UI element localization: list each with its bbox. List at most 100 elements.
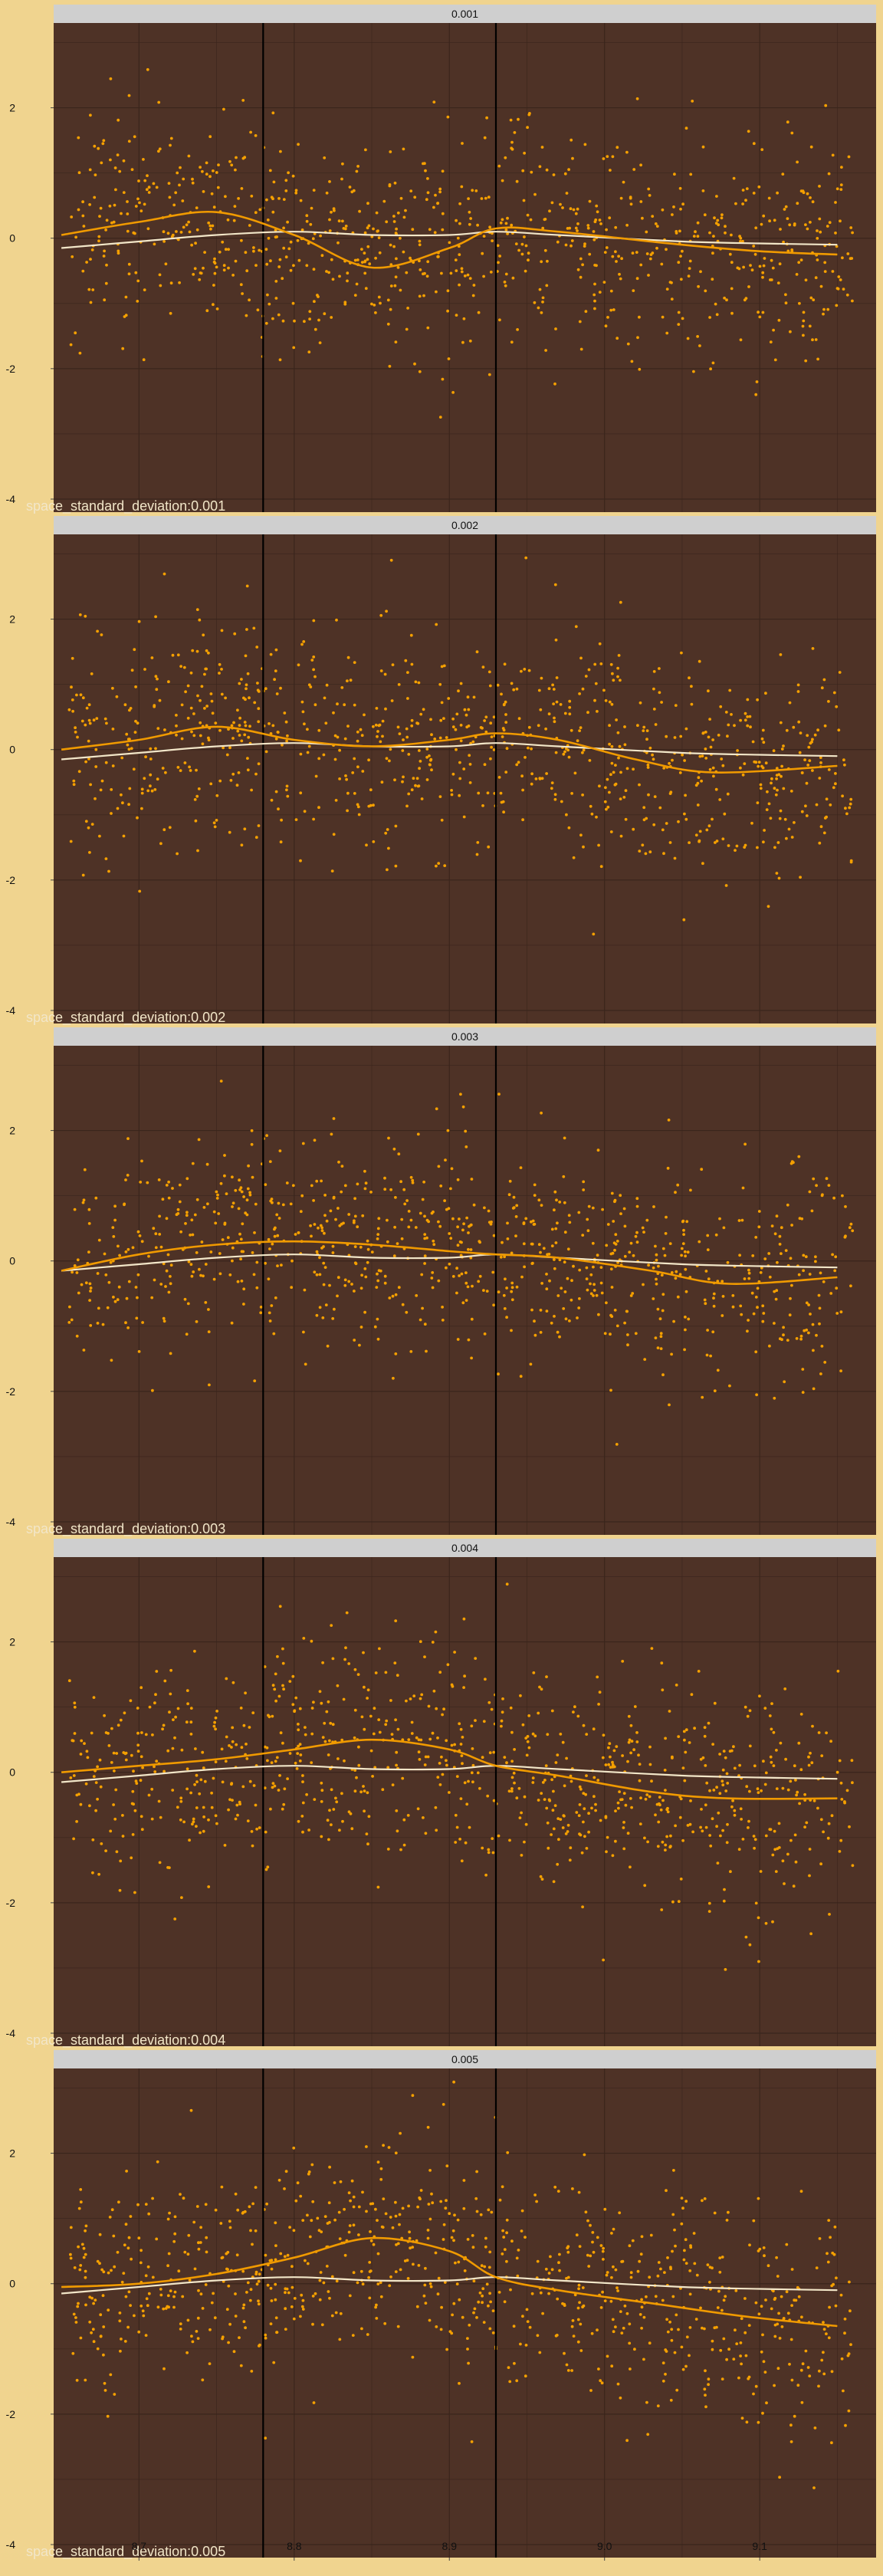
data-point xyxy=(606,2271,609,2274)
data-point xyxy=(167,1180,171,1184)
data-point xyxy=(454,1813,458,1817)
data-point xyxy=(191,1162,195,1165)
data-point xyxy=(133,135,136,139)
data-point xyxy=(849,2309,852,2313)
data-point xyxy=(648,1795,652,1799)
data-point xyxy=(155,1760,159,1763)
data-point xyxy=(487,1851,491,1855)
data-point xyxy=(733,1809,737,1812)
data-point xyxy=(586,711,589,715)
data-point xyxy=(149,773,153,777)
data-point xyxy=(506,216,509,220)
data-point xyxy=(375,1286,379,1289)
data-point xyxy=(426,2236,430,2240)
data-point xyxy=(542,1247,546,1250)
facet-strip xyxy=(54,2050,876,2068)
data-point xyxy=(199,1831,202,1835)
data-point xyxy=(328,229,332,232)
data-point xyxy=(159,2293,163,2297)
data-point xyxy=(724,1789,728,1792)
data-point xyxy=(761,1304,765,1308)
data-point xyxy=(625,2312,629,2315)
data-point xyxy=(637,1753,640,1757)
data-point xyxy=(669,2398,673,2402)
data-point xyxy=(785,2242,789,2246)
data-point xyxy=(728,688,732,692)
data-point xyxy=(642,2358,645,2361)
data-point xyxy=(519,1694,522,1697)
data-point xyxy=(520,2229,524,2233)
data-point xyxy=(268,1319,272,1322)
data-point xyxy=(212,1210,216,1214)
data-point xyxy=(384,2212,388,2216)
data-point xyxy=(143,202,146,206)
data-point xyxy=(302,1330,305,1334)
data-point xyxy=(394,1718,397,1722)
gridlines xyxy=(54,534,876,1024)
data-point xyxy=(297,143,300,146)
data-point xyxy=(277,1201,281,1205)
data-point xyxy=(356,1182,359,1186)
data-point xyxy=(191,1822,194,1826)
data-point xyxy=(332,1117,336,1120)
data-point xyxy=(355,282,359,286)
data-point xyxy=(313,703,317,707)
data-point xyxy=(732,1745,735,1749)
data-point xyxy=(216,1193,219,1197)
data-point xyxy=(693,2262,697,2266)
data-point xyxy=(479,2213,483,2216)
data-point xyxy=(140,1240,144,1244)
data-point xyxy=(230,163,234,167)
data-point xyxy=(230,1321,234,1325)
data-point xyxy=(306,2262,310,2266)
data-point xyxy=(790,131,794,135)
data-point xyxy=(541,296,545,300)
data-point xyxy=(822,2351,825,2354)
data-point xyxy=(423,162,426,166)
data-point xyxy=(241,156,245,160)
data-point xyxy=(104,281,108,285)
data-point xyxy=(553,797,557,801)
data-point xyxy=(188,2279,192,2282)
data-point xyxy=(577,1814,581,1818)
data-point xyxy=(179,1799,183,1803)
data-point xyxy=(512,1195,516,1199)
data-point xyxy=(789,2338,793,2341)
data-point xyxy=(207,221,211,225)
data-point xyxy=(438,1783,442,1786)
data-point xyxy=(237,771,241,774)
data-point xyxy=(195,1198,199,1201)
data-point xyxy=(750,268,754,272)
data-point xyxy=(804,1255,808,1259)
data-point xyxy=(96,1765,99,1769)
data-point xyxy=(789,330,792,334)
data-point xyxy=(822,2372,826,2376)
data-point xyxy=(280,818,283,822)
data-point xyxy=(356,258,359,261)
data-point xyxy=(419,268,422,271)
data-point xyxy=(400,1237,404,1240)
data-point xyxy=(596,2236,599,2239)
data-point xyxy=(297,1728,300,1732)
data-point xyxy=(210,192,214,196)
data-point xyxy=(185,1211,189,1214)
data-point xyxy=(234,2192,238,2196)
data-point xyxy=(471,2234,474,2237)
data-point xyxy=(442,2103,445,2106)
data-point xyxy=(152,1227,156,1230)
data-point xyxy=(725,298,728,302)
data-point xyxy=(504,222,508,225)
data-point xyxy=(111,1226,115,1229)
data-point xyxy=(113,1204,117,1208)
data-point xyxy=(586,2219,589,2223)
data-point xyxy=(353,1736,356,1740)
data-point xyxy=(622,796,626,799)
data-point xyxy=(157,150,160,153)
data-point xyxy=(773,2384,776,2387)
data-point xyxy=(788,2362,791,2366)
data-point xyxy=(485,2282,489,2286)
data-point xyxy=(709,745,713,749)
data-point xyxy=(537,1198,541,1202)
data-point xyxy=(461,1736,464,1739)
data-point xyxy=(80,719,84,723)
